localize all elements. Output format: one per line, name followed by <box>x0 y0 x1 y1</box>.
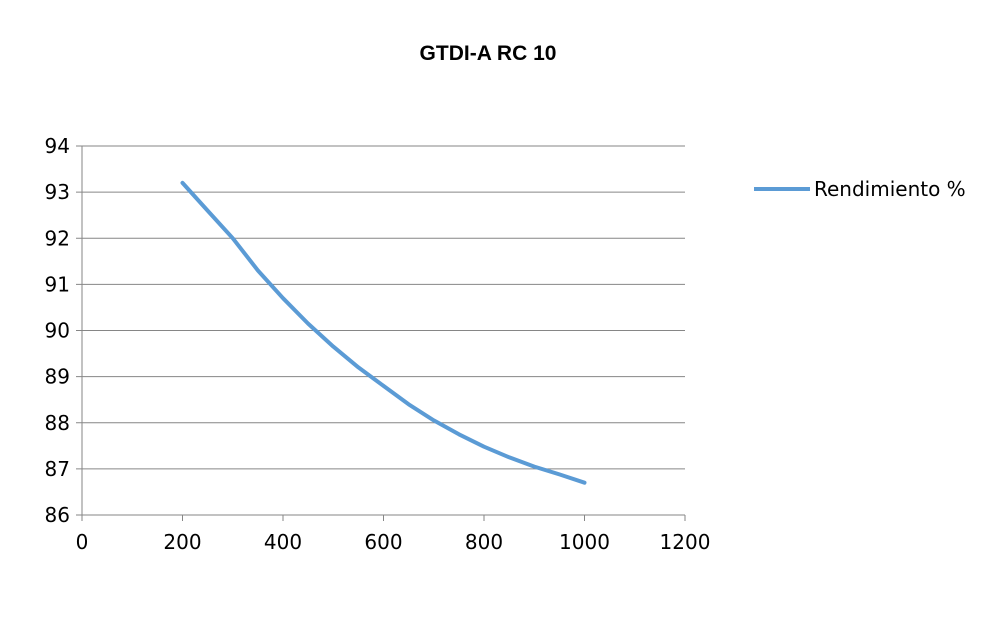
chart-title: GTDI-A RC 10 <box>419 42 557 65</box>
y-tick-label: 92 <box>45 226 70 250</box>
x-tick-label: 400 <box>264 530 302 554</box>
y-tick-label: 88 <box>45 411 70 435</box>
y-tick-label: 89 <box>45 365 70 389</box>
y-tick-label: 90 <box>45 319 70 343</box>
y-tick-label: 94 <box>45 134 70 158</box>
y-tick-label: 93 <box>45 180 70 204</box>
y-tick-label: 87 <box>45 457 70 481</box>
x-tick-label: 800 <box>465 530 503 554</box>
y-tick-label: 91 <box>45 272 70 296</box>
x-tick-label: 200 <box>163 530 201 554</box>
series-line <box>180 180 587 485</box>
x-tick-label: 600 <box>364 530 402 554</box>
x-tick-label: 1200 <box>660 530 711 554</box>
legend-label: Rendimiento % <box>814 177 966 201</box>
x-tick-label: 0 <box>76 530 89 554</box>
y-tick-label: 86 <box>45 503 70 527</box>
x-tick-label: 1000 <box>559 530 610 554</box>
